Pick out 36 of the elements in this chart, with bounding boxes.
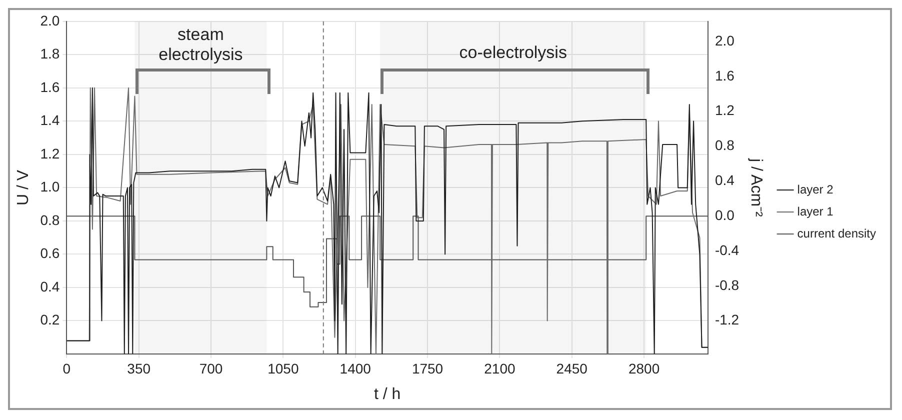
x-axis-title: t / h bbox=[374, 386, 401, 403]
y-tick-label: 0.6 bbox=[40, 245, 60, 262]
band-label: co-electrolysis bbox=[459, 43, 567, 62]
y2-tick-label: 0.4 bbox=[714, 172, 735, 188]
y2-axis-title: j / Acm⁻² bbox=[747, 158, 764, 218]
x-tick-label: 2100 bbox=[484, 360, 516, 376]
x-tick-label: 700 bbox=[199, 360, 223, 376]
y2-tick-label: -0.8 bbox=[714, 276, 740, 293]
x-tick-label: 350 bbox=[127, 360, 151, 376]
y-axis-title: U / V bbox=[15, 170, 32, 206]
y2-tick-label: 1.6 bbox=[714, 67, 735, 84]
y2-tick-label: 1.2 bbox=[714, 102, 735, 118]
y-tick-label: 1.8 bbox=[40, 46, 60, 62]
y-tick-label: 2.0 bbox=[40, 12, 60, 28]
y-tick-label: 1.6 bbox=[40, 78, 60, 95]
y-tick-label: 0.4 bbox=[40, 278, 60, 294]
x-tick-label: 0 bbox=[62, 360, 71, 376]
y2-tick-label: -1.2 bbox=[714, 312, 740, 328]
y2-tick-label: -0.4 bbox=[714, 242, 740, 258]
y-tick-label: 1.2 bbox=[40, 145, 60, 162]
x-tick-label: 1050 bbox=[268, 360, 299, 376]
y-tick-label: 0.8 bbox=[40, 212, 60, 228]
legend-label: layer 2 bbox=[797, 182, 834, 196]
x-tick-label: 1400 bbox=[340, 360, 372, 376]
legend-label: layer 1 bbox=[797, 204, 834, 218]
x-tick-label: 1750 bbox=[412, 360, 444, 376]
y-tick-label: 1.4 bbox=[40, 112, 60, 128]
band-label: steam electrolysis bbox=[158, 25, 243, 64]
y-tick-label: 0.2 bbox=[40, 312, 60, 328]
x-tick-label: 2450 bbox=[556, 360, 588, 376]
y-tick-label: 1.0 bbox=[40, 178, 60, 195]
x-tick-label: 2800 bbox=[628, 360, 660, 376]
y2-tick-label: 2.0 bbox=[714, 32, 735, 48]
y2-tick-label: 0.0 bbox=[714, 206, 735, 223]
legend-label: current density bbox=[797, 226, 876, 240]
y2-tick-label: 0.8 bbox=[714, 137, 735, 154]
